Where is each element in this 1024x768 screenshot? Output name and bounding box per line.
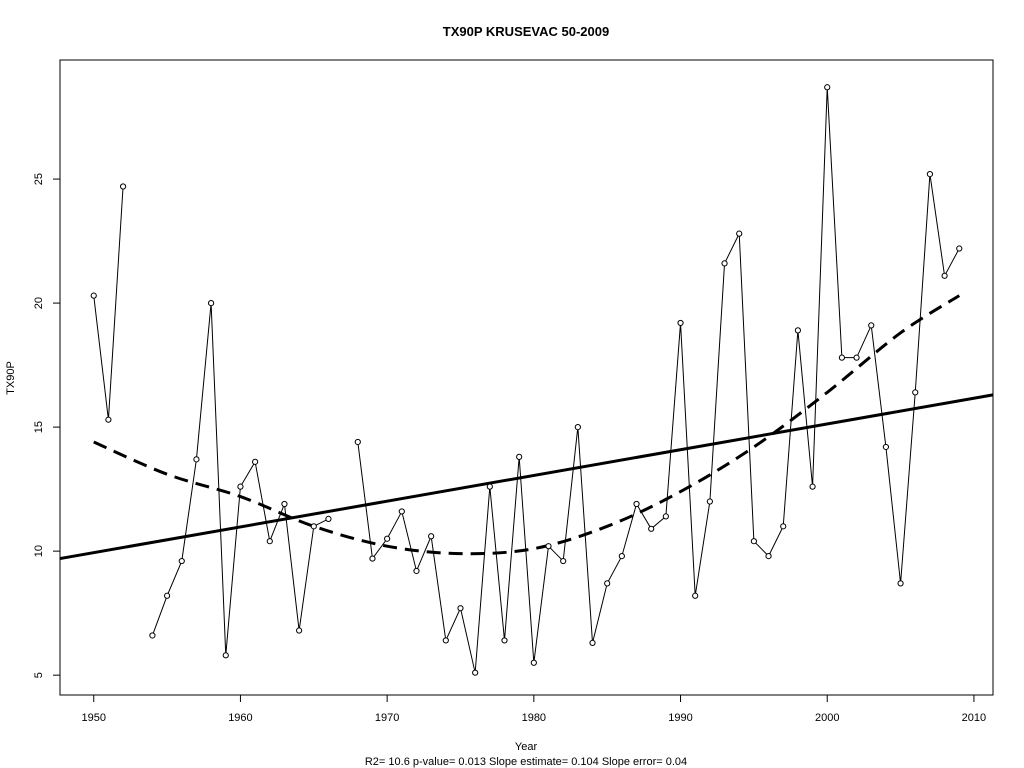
data-point <box>692 592 699 599</box>
data-point <box>486 483 493 490</box>
data-point <box>413 567 420 575</box>
data-point <box>384 535 391 542</box>
data-point <box>721 260 728 267</box>
trend-line-layer <box>59 393 994 561</box>
data-point <box>457 605 464 612</box>
data-point <box>252 458 259 465</box>
data-point <box>530 659 537 666</box>
data-point <box>604 580 611 587</box>
data-point <box>618 552 625 560</box>
data-point <box>941 272 948 279</box>
data-point <box>706 498 713 505</box>
data-point <box>442 637 449 644</box>
data-point <box>912 389 919 396</box>
x-tick-label: 2010 <box>962 712 986 724</box>
smooth-curve-layer <box>93 294 961 556</box>
data-point <box>237 483 244 490</box>
data-point <box>472 669 479 676</box>
x-axis-label: Year <box>515 741 538 753</box>
x-tick-label: 1950 <box>81 712 105 724</box>
data-point <box>296 627 303 634</box>
y-tick-label: 5 <box>33 672 45 678</box>
y-axis-label: TX90P <box>5 361 17 395</box>
data-point <box>501 637 508 644</box>
data-point <box>178 557 185 565</box>
data-point <box>310 523 317 530</box>
data-point <box>560 557 567 565</box>
data-point <box>266 538 273 545</box>
y-tick-label: 15 <box>33 421 45 433</box>
data-point <box>809 483 816 490</box>
series-line-segment <box>93 186 124 420</box>
data-point <box>281 500 288 508</box>
regression-stats-note: R2= 10.6 p-value= 0.013 Slope estimate= … <box>365 756 687 768</box>
y-tick-label: 25 <box>33 173 45 185</box>
series-layer <box>90 84 963 676</box>
data-point <box>398 508 405 515</box>
data-point <box>105 416 112 423</box>
x-tick-label: 1980 <box>522 712 546 724</box>
data-point <box>354 438 361 446</box>
y-tick-label: 20 <box>33 297 45 309</box>
x-tick-label: 1970 <box>375 712 399 724</box>
data-point <box>163 592 171 599</box>
trend-line <box>59 393 994 561</box>
x-axis: 1950 1960 1970 1980 1990 2000 2010 <box>81 695 986 724</box>
series-line-segment <box>357 87 960 673</box>
y-axis: 5 10 15 20 25 <box>33 173 60 678</box>
data-point <box>765 552 772 560</box>
x-tick-label: 1990 <box>668 712 692 724</box>
data-point <box>545 543 552 550</box>
data-point <box>193 456 200 463</box>
data-point <box>750 538 757 545</box>
data-point <box>794 327 801 334</box>
data-point <box>956 245 963 252</box>
data-point <box>428 533 435 540</box>
data-point <box>838 354 846 361</box>
data-point <box>119 183 127 190</box>
smooth-curve <box>93 294 961 556</box>
data-point <box>207 299 215 307</box>
chart-title: TX90P KRUSEVAC 50-2009 <box>443 24 609 39</box>
data-point <box>369 555 376 562</box>
data-point <box>589 639 596 647</box>
data-point <box>926 171 934 178</box>
plot-frame <box>59 59 994 696</box>
data-point <box>662 513 669 520</box>
data-point <box>633 500 640 508</box>
data-point <box>90 292 97 299</box>
data-point <box>736 230 743 237</box>
data-point <box>780 523 787 530</box>
data-point <box>149 632 156 639</box>
data-point <box>868 322 875 329</box>
data-point <box>222 652 229 659</box>
data-point <box>516 453 523 460</box>
data-point <box>677 319 684 327</box>
data-point <box>824 84 831 91</box>
data-point <box>853 354 860 361</box>
data-point <box>882 443 890 451</box>
data-point <box>648 525 655 532</box>
data-point <box>325 515 332 522</box>
x-tick-label: 2000 <box>815 712 839 724</box>
data-point <box>574 424 581 431</box>
data-point <box>897 580 904 587</box>
y-tick-label: 10 <box>33 545 45 557</box>
x-tick-label: 1960 <box>228 712 252 724</box>
